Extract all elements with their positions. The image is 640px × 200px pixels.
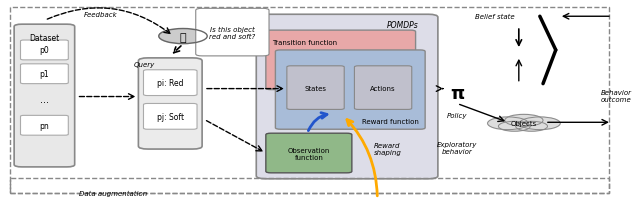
Text: Belief state: Belief state — [476, 14, 515, 20]
Text: Is this object
red and soft?: Is this object red and soft? — [209, 26, 255, 39]
Text: p0: p0 — [40, 46, 49, 55]
Text: Feedback: Feedback — [83, 12, 117, 18]
Text: pn: pn — [40, 121, 49, 130]
Text: Exploratory
behavior: Exploratory behavior — [437, 141, 477, 154]
Text: π: π — [450, 84, 464, 102]
Circle shape — [505, 115, 543, 127]
Circle shape — [520, 117, 560, 130]
FancyBboxPatch shape — [266, 134, 352, 173]
Circle shape — [488, 117, 529, 130]
FancyBboxPatch shape — [287, 66, 344, 110]
FancyBboxPatch shape — [143, 104, 197, 130]
FancyBboxPatch shape — [20, 64, 68, 84]
FancyBboxPatch shape — [275, 51, 425, 130]
FancyBboxPatch shape — [266, 31, 415, 90]
FancyBboxPatch shape — [196, 9, 269, 57]
Text: pj: Soft: pj: Soft — [157, 112, 184, 121]
Text: Policy: Policy — [447, 113, 467, 119]
Text: Observation
function: Observation function — [287, 147, 330, 160]
FancyBboxPatch shape — [20, 41, 68, 61]
Text: Data augmentation: Data augmentation — [79, 190, 147, 196]
Circle shape — [159, 29, 207, 44]
Text: Transition function: Transition function — [272, 40, 337, 46]
Text: Reward function: Reward function — [362, 119, 419, 125]
Text: Actions: Actions — [371, 85, 396, 91]
FancyBboxPatch shape — [355, 66, 412, 110]
FancyBboxPatch shape — [256, 15, 438, 179]
Circle shape — [499, 122, 531, 132]
FancyBboxPatch shape — [138, 59, 202, 149]
Text: Reward
shaping: Reward shaping — [374, 142, 402, 155]
Text: pi: Red: pi: Red — [157, 79, 184, 88]
Text: 🧠: 🧠 — [180, 33, 186, 43]
Circle shape — [516, 122, 547, 132]
FancyBboxPatch shape — [143, 70, 197, 96]
Text: Query: Query — [134, 62, 156, 67]
Text: Behavior
outcome: Behavior outcome — [601, 90, 632, 103]
FancyBboxPatch shape — [14, 25, 75, 167]
Text: Dataset: Dataset — [29, 33, 60, 42]
Text: p1: p1 — [40, 70, 49, 79]
Text: POMDPs: POMDPs — [387, 21, 419, 30]
Text: States: States — [305, 85, 326, 91]
Text: Objects: Objects — [511, 121, 537, 127]
Text: ...: ... — [40, 95, 49, 105]
FancyBboxPatch shape — [20, 116, 68, 136]
